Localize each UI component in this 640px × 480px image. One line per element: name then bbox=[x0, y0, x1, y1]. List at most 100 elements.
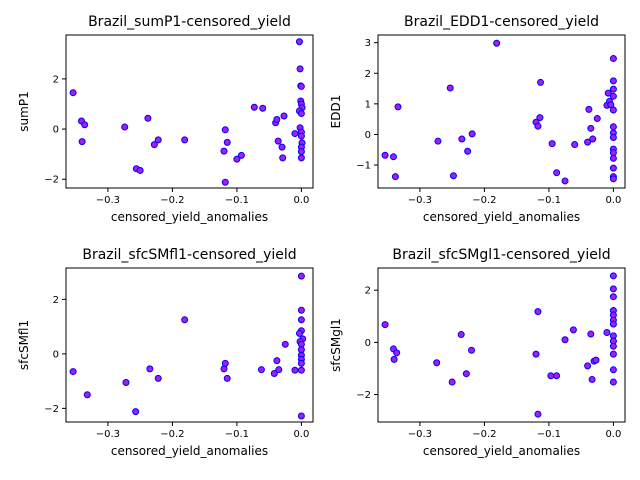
data-point bbox=[250, 103, 258, 111]
x-tick-label: 0.0 bbox=[605, 429, 621, 440]
y-tick-label: −2 bbox=[44, 175, 59, 186]
x-tick-label: −0.2 bbox=[472, 195, 496, 206]
data-point bbox=[468, 130, 476, 138]
data-point bbox=[280, 112, 288, 120]
data-point bbox=[604, 89, 612, 97]
data-point bbox=[434, 137, 442, 145]
y-tick-label: 2 bbox=[53, 74, 59, 85]
data-point bbox=[548, 140, 556, 148]
x-tick-label: −0.2 bbox=[160, 195, 184, 206]
data-point bbox=[537, 78, 545, 86]
y-tick-label: 0 bbox=[53, 349, 59, 360]
data-point bbox=[259, 104, 267, 112]
data-point bbox=[609, 154, 617, 162]
x-tick-label: −0.2 bbox=[160, 429, 184, 440]
data-point bbox=[136, 166, 144, 174]
data-point bbox=[281, 340, 289, 348]
data-point bbox=[81, 121, 89, 129]
x-axis-label: censored_yield_anomalies bbox=[111, 444, 268, 458]
data-point bbox=[609, 85, 617, 93]
data-point bbox=[609, 366, 617, 374]
data-point bbox=[391, 173, 399, 181]
data-point bbox=[584, 362, 592, 370]
data-point bbox=[609, 134, 617, 142]
data-point bbox=[588, 375, 596, 383]
data-point bbox=[457, 331, 465, 339]
data-point bbox=[532, 350, 540, 358]
data-point bbox=[132, 408, 140, 416]
data-point bbox=[233, 155, 241, 163]
data-point bbox=[609, 342, 617, 350]
x-tick-label: 0.0 bbox=[293, 195, 309, 206]
y-tick-label: −2 bbox=[44, 404, 59, 415]
x-tick-label: −0.3 bbox=[408, 429, 432, 440]
data-point bbox=[297, 272, 305, 280]
y-tick-label: 1 bbox=[365, 99, 371, 110]
data-point bbox=[547, 372, 555, 380]
data-point bbox=[78, 138, 86, 146]
data-point bbox=[270, 369, 278, 377]
y-tick-label: 0 bbox=[53, 125, 59, 136]
data-point bbox=[609, 106, 617, 114]
data-point bbox=[394, 103, 402, 111]
data-point bbox=[223, 138, 231, 146]
y-tick-label: 2 bbox=[53, 295, 59, 306]
data-point bbox=[83, 391, 91, 399]
y-tick-label: 0 bbox=[365, 130, 371, 141]
x-tick-label: −0.1 bbox=[225, 195, 249, 206]
data-point bbox=[278, 143, 286, 151]
x-tick-label: −0.1 bbox=[225, 429, 249, 440]
data-point bbox=[297, 412, 305, 420]
data-point bbox=[592, 356, 600, 364]
data-point bbox=[449, 172, 457, 180]
data-point bbox=[237, 151, 245, 159]
data-point bbox=[534, 122, 542, 130]
y-axis-label: sumP1 bbox=[17, 91, 31, 131]
data-point bbox=[297, 366, 305, 374]
data-point bbox=[122, 378, 130, 386]
data-point bbox=[609, 77, 617, 85]
y-tick-label: 3 bbox=[365, 38, 371, 49]
data-point bbox=[433, 359, 441, 367]
data-point bbox=[381, 321, 389, 329]
data-point bbox=[150, 141, 158, 149]
data-point bbox=[296, 65, 304, 73]
y-tick-label: 0 bbox=[365, 338, 371, 349]
x-tick-label: 0.0 bbox=[293, 429, 309, 440]
data-point bbox=[297, 110, 305, 118]
subplot-4: −0.3 −0.2 −0.1 0.0 −2 0 2 Brazil_sfcSMgl1-censo… bbox=[329, 247, 626, 458]
data-point bbox=[291, 130, 299, 138]
data-point bbox=[553, 169, 561, 177]
data-point bbox=[297, 132, 305, 140]
data-point bbox=[154, 136, 162, 144]
data-point bbox=[609, 320, 617, 328]
data-point bbox=[274, 137, 282, 145]
x-tick-label: −0.2 bbox=[472, 429, 496, 440]
data-point bbox=[297, 148, 305, 156]
data-point bbox=[534, 308, 542, 316]
data-point bbox=[297, 359, 305, 367]
data-point bbox=[561, 177, 569, 185]
data-point bbox=[587, 330, 595, 338]
x-tick-label: −0.3 bbox=[96, 195, 120, 206]
data-point bbox=[589, 135, 597, 143]
data-point bbox=[536, 114, 544, 122]
data-point bbox=[297, 154, 305, 162]
data-point bbox=[593, 115, 601, 123]
chart-title: Brazil_EDD1-censored_yield bbox=[404, 14, 599, 30]
data-point bbox=[609, 92, 617, 100]
data-point bbox=[257, 366, 265, 374]
data-point bbox=[584, 138, 592, 146]
data-point bbox=[69, 368, 77, 376]
data-point bbox=[181, 136, 189, 144]
data-point bbox=[390, 355, 398, 363]
data-point bbox=[462, 370, 470, 378]
data-point bbox=[275, 366, 283, 374]
data-point bbox=[146, 365, 154, 373]
y-axis-label: sfcSMfl1 bbox=[17, 320, 31, 370]
y-tick-label: −1 bbox=[356, 161, 371, 172]
chart-title: Brazil_sumP1-censored_yield bbox=[88, 14, 291, 30]
data-point bbox=[297, 82, 305, 90]
data-point bbox=[609, 175, 617, 183]
